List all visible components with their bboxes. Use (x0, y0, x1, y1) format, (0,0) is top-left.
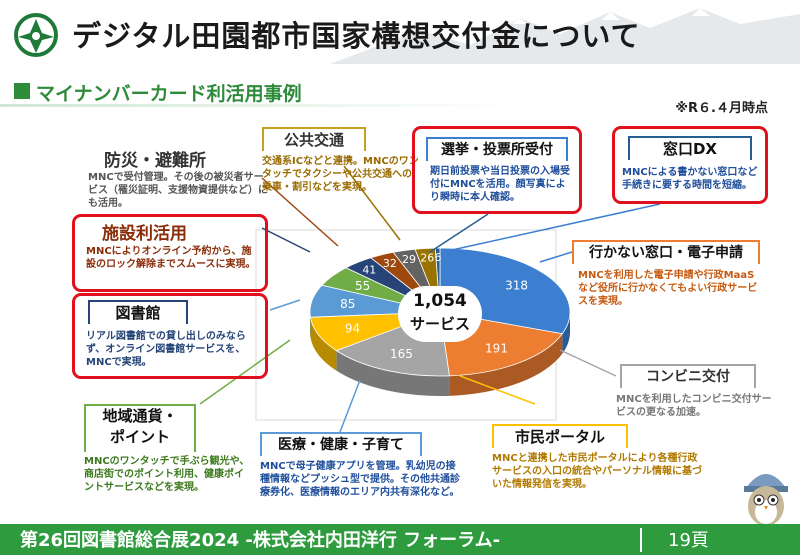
category-title-shisetsu: 施設利活用 (102, 224, 187, 244)
page-title: デジタル田園都市国家構想交付金について (72, 19, 641, 53)
category-body-bousai: MNCで受付管理。その後の被災者サービス（罹災証明、支援物資提供など）にも活用。 (88, 172, 268, 209)
as-of-note: ※R６.４月時点 (675, 101, 768, 116)
subtitle-underline (0, 104, 520, 107)
pie-value-label: 55 (355, 279, 370, 293)
highlight-frame-madoguchi-dx (612, 126, 768, 204)
category-title-senkyo: 選挙・投票所受付 (426, 137, 568, 161)
pie-value-label: 6 (434, 251, 441, 264)
category-body-iryo: MNCで母子健康アプリを管理。乳幼児の接種情報などプッシュ型で提供。その他共通診… (260, 461, 460, 498)
pie-value-label: 191 (485, 342, 508, 356)
category-body-shisetsu: MNCによりオンライン予約から、施設のロック解除までスムースに実現。 (86, 246, 256, 270)
category-title-portal: 市民ポータル (492, 424, 628, 448)
pie-value-label: 29 (402, 253, 416, 266)
pie-value-label: 318 (505, 279, 528, 293)
mascot-icon (744, 474, 788, 526)
category-title-iryo: 医療・健康・子育て (260, 432, 422, 456)
footer-bar (0, 524, 800, 555)
category-title-toshokan: 図書館 (88, 300, 188, 324)
highlight-frame-toshokan (72, 293, 268, 379)
total-unit: サービス (409, 315, 470, 333)
pie-value-label: 32 (383, 257, 397, 270)
category-body-portal: MNCと連携した市民ポータルにより各種行政サービスの入口の統合やパーソナル情報に… (492, 453, 702, 490)
category-title-madoguchi-dx: 窓口DX (628, 136, 752, 160)
highlight-frame-shisetsu (72, 214, 268, 292)
page-number: 19頁 (668, 530, 709, 551)
category-body-chiiki: MNCのワンタッチで手ぶら観光や、商店街でのポイント利用、健康ポイントサービスな… (84, 456, 250, 493)
pie-slice-side (336, 350, 450, 396)
category-title-ikanai: 行かない窓口・電子申請 (572, 240, 760, 264)
subtitle-bullet (14, 83, 30, 99)
pie-value-label: 26 (420, 251, 434, 264)
category-body-konbini: MNCを利用したコンビニ交付サービスの更なる加速。 (616, 394, 772, 418)
total-count: 1,054 (413, 291, 467, 311)
pie-slice-side (562, 312, 570, 354)
town-emblem-icon (14, 13, 58, 57)
pie-slice-side (449, 333, 563, 396)
pie-slice-side (310, 317, 337, 371)
category-body-toshokan: リアル図書館での貸し出しのみならず、オンライン図書館サービスを、MNCで実現。 (86, 331, 246, 368)
category-body-kokyo: 交通系ICなどと連携。MNCのワンタッチでタクシーや公共交通への乗車・割引などを… (262, 156, 419, 193)
pie-value-label: 94 (345, 321, 360, 335)
total-bubble (398, 286, 482, 342)
pie-value-label: 85 (340, 297, 355, 311)
header: デジタル田園都市国家構想交付金について (0, 0, 800, 64)
footer-divider (640, 528, 642, 552)
section-subtitle: マイナンバーカード利活用事例 (36, 83, 302, 105)
category-title-kokyo: 公共交通 (262, 127, 366, 151)
category-title-chiiki: 地域通貨・ ポイント (84, 404, 196, 452)
footer-text: 第26回図書館総合展2024 -株式会社内田洋行 フォーラム- (20, 530, 501, 551)
category-body-madoguchi-dx: MNCによる書かない窓口など手続きに要する時間を短縮。 (622, 167, 758, 191)
highlight-frame-senkyo (412, 126, 582, 214)
category-body-ikanai: MNCを利用した電子申請や行政MaaSなど役所に行かなくてもよい行政サービスを実… (578, 270, 758, 307)
pie-value-label: 41 (362, 263, 376, 276)
mountain-backdrop-icon (330, 8, 800, 64)
category-body-senkyo: 期日前投票や当日投票の入場受付にMNCを活用。顔写真により瞬時に本人確認。 (430, 166, 570, 203)
category-title-bousai: 防災・避難所 (104, 151, 206, 171)
pie-value-label: 165 (390, 347, 413, 361)
category-title-konbini: コンビニ交付 (620, 364, 756, 388)
